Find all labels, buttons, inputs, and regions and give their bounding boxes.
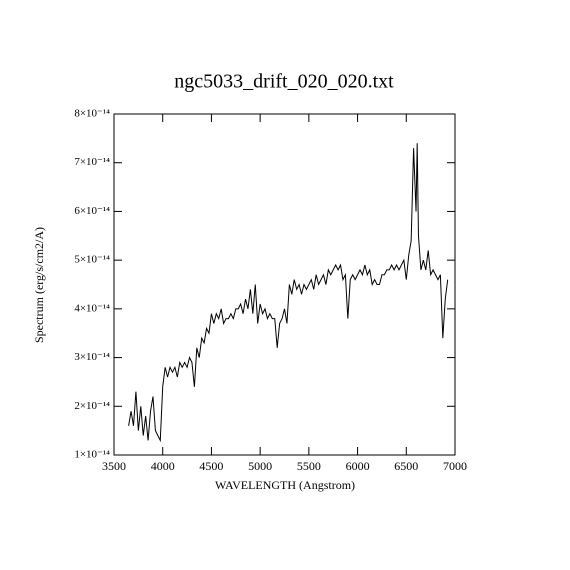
plot-frame xyxy=(113,113,456,456)
y-tick-label: 5×10⁻¹⁴ xyxy=(74,254,110,266)
y-axis-label: Spectrum (erg/s/cm2/A) xyxy=(32,227,46,343)
x-tick-label: 6500 xyxy=(394,459,418,473)
x-tick-label: 5000 xyxy=(248,459,272,473)
y-tick-label: 2×10⁻¹⁴ xyxy=(74,400,110,412)
x-tick-label: 6000 xyxy=(346,459,370,473)
x-tick-label: 4000 xyxy=(151,459,175,473)
y-tick-label: 1×10⁻¹⁴ xyxy=(74,449,110,461)
x-tick-label: 7000 xyxy=(443,459,467,473)
spectrum-line xyxy=(128,143,449,443)
y-tick-label: 3×10⁻¹⁴ xyxy=(74,351,110,363)
y-tick-label: 8×10⁻¹⁴ xyxy=(74,108,110,120)
y-tick-label: 4×10⁻¹⁴ xyxy=(74,302,110,314)
x-tick-label: 4500 xyxy=(199,459,223,473)
y-tick-label: 6×10⁻¹⁴ xyxy=(74,205,110,217)
y-tick-label: 7×10⁻¹⁴ xyxy=(74,156,110,168)
x-tick-label: 3500 xyxy=(102,459,126,473)
x-tick-label: 5500 xyxy=(297,459,321,473)
x-axis-label: WAVELENGTH (Angstrom) xyxy=(215,478,355,492)
chart-title: ngc5033_drift_020_020.txt xyxy=(174,71,394,93)
